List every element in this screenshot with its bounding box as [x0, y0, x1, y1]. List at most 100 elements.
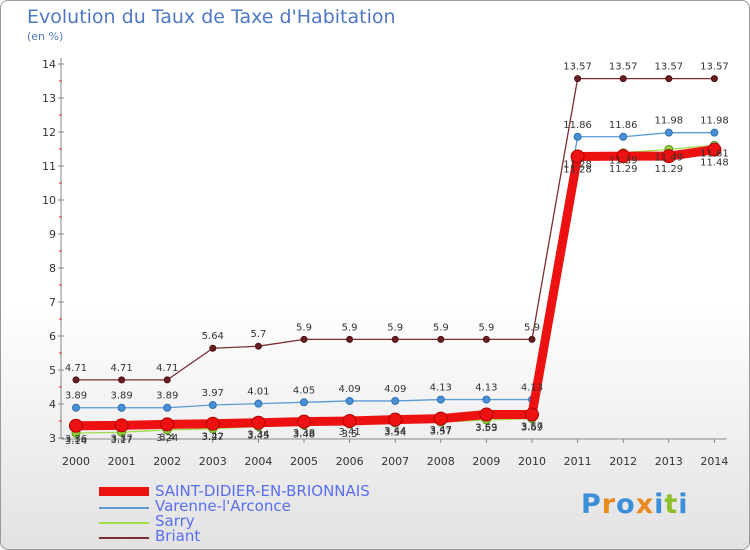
data-point [665, 75, 673, 83]
x-tick-label: 2009 [472, 455, 500, 468]
data-label: 4.71 [65, 363, 87, 374]
proxiti-logo: Proxiti [581, 489, 689, 520]
y-tick-label: 4 [49, 398, 56, 411]
data-label: 13.57 [700, 62, 729, 73]
data-label: 3.89 [65, 391, 87, 402]
data-point [661, 149, 676, 164]
data-point [118, 376, 126, 384]
data-label: 11.61 [700, 148, 729, 159]
data-label: 11.98 [700, 116, 729, 127]
data-point [391, 335, 399, 343]
legend-swatch-varenne [99, 507, 149, 509]
data-point [664, 128, 673, 137]
data-label: 4.13 [475, 383, 497, 394]
data-point [300, 335, 308, 343]
data-point [254, 342, 262, 350]
x-tick-label: 2005 [290, 455, 318, 468]
data-label: 11.49 [654, 152, 683, 163]
data-point [251, 415, 266, 430]
legend-swatch-sarry [99, 522, 149, 524]
x-tick-label: 2008 [427, 455, 455, 468]
data-point [346, 335, 354, 343]
data-point [117, 403, 126, 412]
data-label: 11.48 [700, 158, 729, 169]
data-point [254, 399, 263, 408]
y-tick-label: 8 [49, 262, 56, 275]
data-label: 11.86 [563, 120, 592, 131]
data-label: 3.97 [202, 388, 224, 399]
logo-letter: x [635, 489, 655, 520]
data-point [114, 418, 129, 433]
data-point [619, 75, 627, 83]
x-tick-label: 2000 [62, 455, 90, 468]
data-label: 4.05 [293, 385, 315, 396]
data-label: 4.01 [247, 387, 269, 398]
data-point [209, 344, 217, 352]
x-tick-label: 2007 [381, 455, 409, 468]
data-label: 11.28 [563, 159, 592, 170]
data-label: 5.64 [202, 331, 224, 342]
data-point [342, 414, 357, 428]
y-tick-label: 14 [42, 58, 56, 71]
data-label: 4.09 [338, 384, 360, 395]
data-label: 4.71 [156, 363, 178, 374]
data-label: 4.09 [384, 384, 406, 395]
x-tick-label: 2010 [518, 455, 546, 468]
logo-letter: i [678, 489, 689, 520]
data-point [72, 403, 80, 412]
y-tick-label: 9 [49, 228, 56, 241]
data-point [437, 335, 445, 343]
legend-label-sarry: Sarry [155, 512, 195, 530]
data-label: 3.41 [338, 427, 360, 438]
data-label: 5.9 [296, 322, 312, 333]
data-label: 3.89 [156, 391, 178, 402]
data-point [574, 75, 582, 83]
legend-label-varenne: Varenne-l'Arconce [155, 497, 291, 515]
data-label: 5.9 [342, 322, 358, 333]
x-tick-label: 2001 [108, 455, 136, 468]
data-label: 3.14 [65, 436, 87, 447]
data-point [573, 132, 582, 141]
data-point [163, 376, 171, 384]
data-label: 3.44 [384, 426, 406, 437]
data-point [208, 401, 217, 410]
logo-letter: o [616, 489, 636, 520]
data-label: 11.39 [609, 156, 638, 167]
data-label: 5.9 [433, 322, 449, 333]
data-label: 11.29 [609, 164, 638, 175]
data-label: 3.42 [202, 432, 224, 443]
x-tick-label: 2012 [609, 455, 637, 468]
legend-label-saint-didier: SAINT-DIDIER-EN-BRIONNAIS [155, 482, 370, 500]
y-tick-label: 10 [42, 194, 56, 207]
data-label: 3.57 [521, 422, 543, 433]
data-point [482, 335, 490, 343]
data-point [616, 149, 631, 164]
data-point [433, 411, 448, 426]
data-label: 11.86 [609, 120, 638, 131]
data-point [525, 407, 539, 422]
data-point [163, 403, 172, 412]
data-point [710, 75, 718, 83]
data-label: 3.5 [342, 429, 358, 440]
data-label: 4.71 [110, 363, 132, 374]
data-point [345, 396, 354, 405]
data-label: 13.57 [609, 62, 638, 73]
data-label: 3.36 [65, 434, 87, 445]
data-point [388, 412, 403, 427]
data-label: 11.28 [563, 164, 592, 175]
data-label: 3.69 [475, 423, 497, 434]
data-label: 3.57 [430, 427, 452, 438]
data-label: 3.37 [110, 433, 132, 444]
x-tick-label: 2003 [199, 455, 227, 468]
data-label: 3.54 [384, 428, 406, 439]
data-point [205, 416, 220, 431]
data-point [619, 132, 628, 141]
data-label: 3.34 [247, 429, 269, 440]
y-tick-label: 11 [42, 160, 56, 173]
data-label: 5.9 [478, 322, 494, 333]
data-point [297, 414, 311, 429]
logo-letter: t [664, 489, 679, 520]
y-tick-label: 13 [42, 92, 56, 105]
logo-letter: i [654, 489, 665, 520]
